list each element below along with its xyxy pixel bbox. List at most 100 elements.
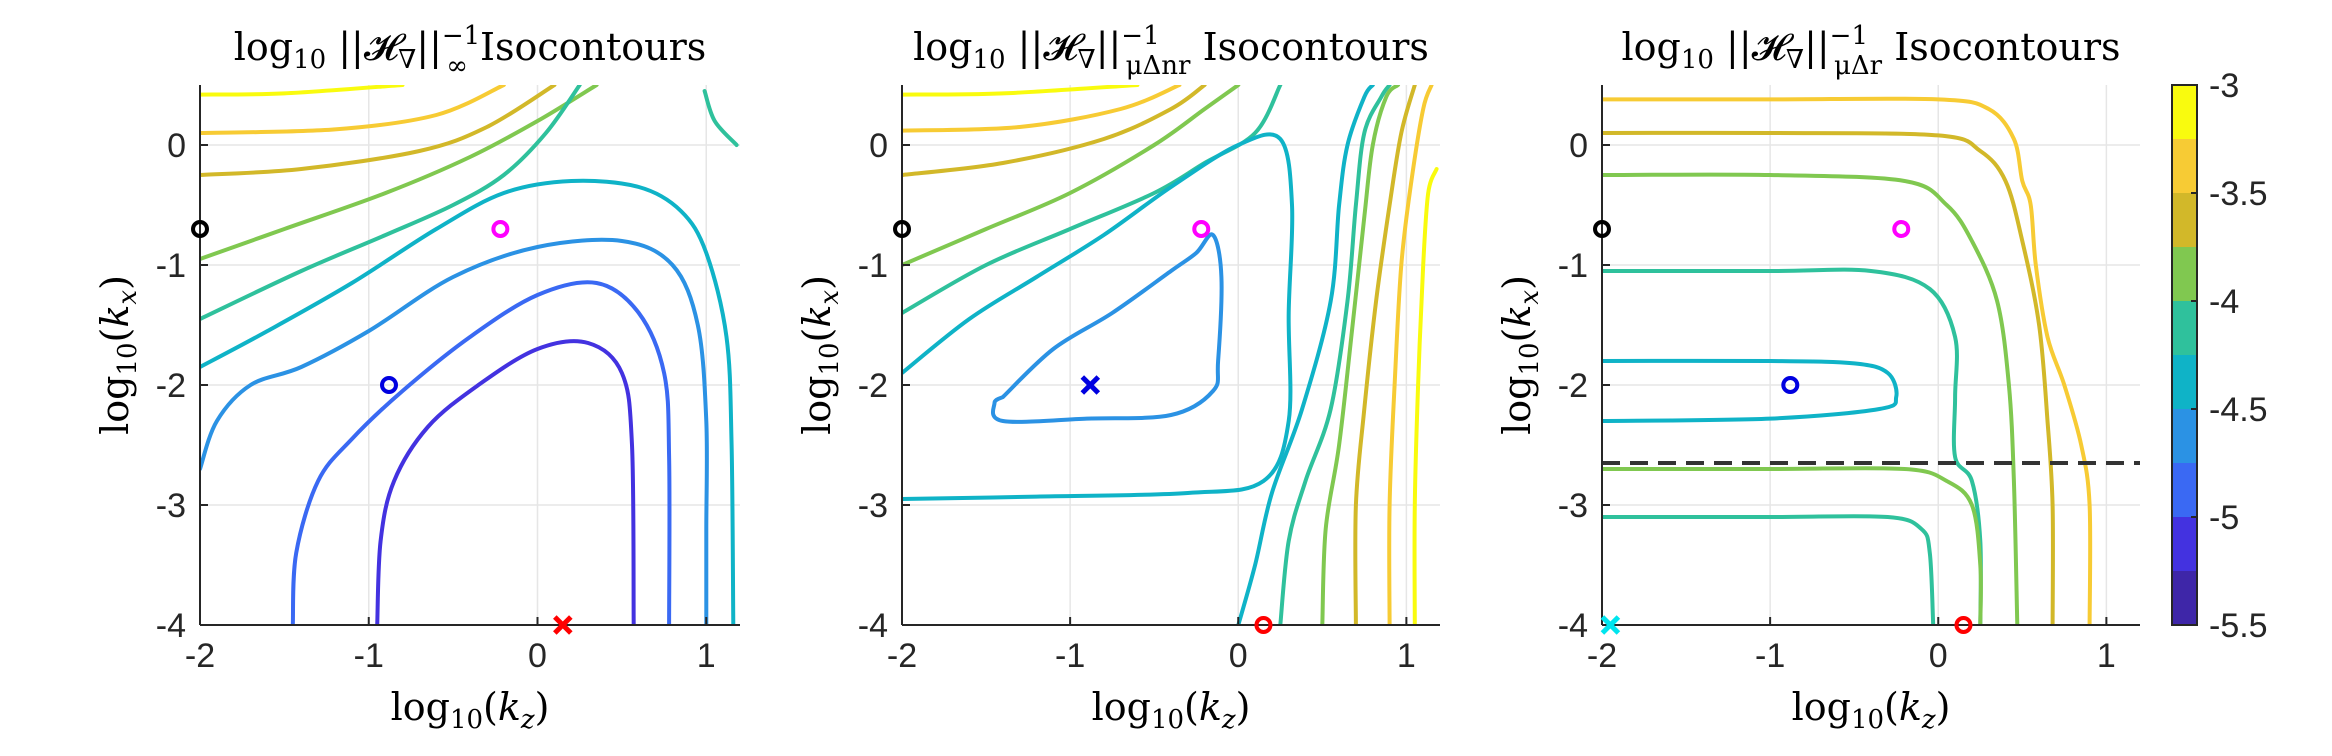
colorbar-band-7 bbox=[2172, 463, 2197, 517]
contour-line-0 bbox=[902, 85, 1140, 97]
marker-circle-1 bbox=[491, 220, 510, 238]
panel-title: log10 ||𝓗∇||−1 ∞ Isocontours bbox=[234, 21, 707, 81]
contour-line-6 bbox=[990, 232, 1224, 424]
marker-cross-4 bbox=[1600, 615, 1621, 635]
marker-cross-2 bbox=[1080, 375, 1101, 395]
contour-line-3 bbox=[1602, 267, 1983, 625]
colorbar-tick-label-5: -5.5 bbox=[2209, 607, 2268, 645]
contour-line-4 bbox=[902, 85, 1283, 315]
y-tick-label-2: -2 bbox=[858, 367, 888, 405]
contour-line-4 bbox=[1602, 358, 1899, 423]
y-tick-label-1: -1 bbox=[1558, 247, 1588, 285]
contour-line-3 bbox=[200, 85, 599, 261]
x-axis-label: log10(kz) bbox=[391, 685, 550, 735]
contour-line-1 bbox=[902, 85, 1182, 133]
y-tick-label-0: 0 bbox=[869, 127, 888, 165]
x-tick-label-0: -2 bbox=[1587, 637, 1617, 675]
colorbar-frame bbox=[2171, 84, 2198, 626]
contour-line-6 bbox=[200, 178, 736, 625]
panel-title: log10 ||𝓗∇||−1 μΔnr Isocontours bbox=[913, 21, 1429, 81]
marker-circle-0 bbox=[893, 220, 911, 238]
colorbar-band-0 bbox=[2172, 85, 2197, 139]
contour-line-0 bbox=[1602, 96, 2093, 625]
contour-line-5 bbox=[1602, 514, 1936, 625]
marker-circle-0 bbox=[1593, 220, 1611, 238]
panel-3: -2 -1 0 1 0 -1 -2 -3 -4 log10 ||𝓗∇||−1 μΔr Isocont… bbox=[1495, 21, 2140, 735]
y-axis-label: log10(kx) bbox=[795, 275, 845, 435]
y-tick-label-4: -4 bbox=[858, 607, 888, 645]
marker-circle-0 bbox=[191, 220, 209, 238]
contour-line-10 bbox=[1353, 85, 1417, 625]
y-tick-label-4: -4 bbox=[156, 607, 186, 645]
colorbar-band-5 bbox=[2172, 355, 2197, 409]
x-tick-label-1: -1 bbox=[1055, 637, 1085, 675]
contour-line-2 bbox=[902, 85, 1207, 177]
colorbar-tick-label-1: -3.5 bbox=[2209, 175, 2268, 213]
colorbar-band-1 bbox=[2172, 139, 2197, 193]
contour-line-1 bbox=[200, 85, 506, 135]
x-tick-label-2: 0 bbox=[1929, 637, 1948, 675]
contour-line-2 bbox=[1602, 172, 2020, 625]
x-tick-label-0: -2 bbox=[185, 637, 215, 675]
y-tick-label-1: -1 bbox=[858, 247, 888, 285]
y-tick-label-2: -2 bbox=[1558, 367, 1588, 405]
marker-circle-1 bbox=[1892, 220, 1911, 238]
marker-circle-3 bbox=[1254, 616, 1273, 634]
contour-line-9 bbox=[375, 339, 636, 625]
colorbar-band-8 bbox=[2172, 517, 2197, 571]
colorbar: -3 -3.5 -4 -4.5 -5 -5.5 bbox=[2171, 67, 2268, 645]
colorbar-tick-label-0: -3 bbox=[2209, 67, 2239, 105]
x-tick-label-1: -1 bbox=[1755, 637, 1785, 675]
marker-circle-2 bbox=[380, 376, 398, 394]
colorbar-band-3 bbox=[2172, 247, 2197, 301]
colorbar-band-9 bbox=[2172, 571, 2197, 625]
panel-2: -2 -1 0 1 0 -1 -2 -3 -4 log10 ||𝓗∇||−1 μΔnr Isocon… bbox=[795, 21, 1440, 735]
contour-line-2 bbox=[200, 85, 557, 177]
y-tick-label-3: -3 bbox=[1558, 487, 1588, 525]
panel-1: -2 -1 0 1 0 -1 -2 -3 -4 log10 ||𝓗∇||−1 ∞ Isocontou… bbox=[93, 21, 740, 735]
y-axis-label: log10(kx) bbox=[93, 275, 143, 435]
contour-line-8 bbox=[290, 280, 672, 625]
contour-line-6 bbox=[1602, 466, 1983, 625]
y-tick-label-3: -3 bbox=[156, 487, 186, 525]
contour-line-3 bbox=[902, 85, 1241, 267]
contour-line-5 bbox=[902, 132, 1295, 501]
y-axis-label: log10(kx) bbox=[1495, 275, 1545, 435]
colorbar-band-6 bbox=[2172, 409, 2197, 463]
contour-line-11 bbox=[1387, 85, 1434, 625]
contour-line-8 bbox=[1278, 85, 1392, 625]
contour-line-4 bbox=[200, 85, 582, 321]
marker-cross-3 bbox=[553, 615, 573, 635]
x-tick-label-2: 0 bbox=[528, 637, 547, 675]
x-tick-label-3: 1 bbox=[2097, 637, 2116, 675]
contour-line-7 bbox=[1236, 85, 1375, 625]
x-tick-label-0: -2 bbox=[887, 637, 917, 675]
y-tick-label-1: -1 bbox=[156, 247, 186, 285]
contour-group bbox=[1602, 96, 2093, 625]
contour-group bbox=[902, 85, 1439, 625]
colorbar-tick-label-2: -4 bbox=[2209, 283, 2239, 321]
y-tick-label-2: -2 bbox=[156, 367, 186, 405]
marker-circle-3 bbox=[1954, 616, 1973, 634]
y-tick-label-4: -4 bbox=[1558, 607, 1588, 645]
marker-circle-2 bbox=[1781, 376, 1800, 394]
x-tick-label-1: -1 bbox=[354, 637, 384, 675]
contour-group bbox=[200, 85, 739, 625]
y-tick-label-0: 0 bbox=[1569, 127, 1588, 165]
panel-title: log10 ||𝓗∇||−1 μΔr Isocontours bbox=[1621, 21, 2120, 81]
contour-line-1 bbox=[1602, 130, 2055, 625]
marker-circle-1 bbox=[1192, 220, 1211, 238]
contour-line-0 bbox=[200, 85, 405, 97]
y-tick-label-3: -3 bbox=[858, 487, 888, 525]
y-tick-label-0: 0 bbox=[167, 127, 186, 165]
contour-line-12 bbox=[1412, 167, 1439, 625]
contour-line-5 bbox=[702, 89, 739, 147]
x-tick-label-3: 1 bbox=[1397, 637, 1416, 675]
x-axis-label: log10(kz) bbox=[1092, 685, 1251, 735]
x-axis-label: log10(kz) bbox=[1792, 685, 1951, 735]
colorbar-band-2 bbox=[2172, 193, 2197, 247]
contour-line-7 bbox=[200, 237, 709, 625]
x-tick-label-2: 0 bbox=[1229, 637, 1248, 675]
x-tick-label-3: 1 bbox=[697, 637, 716, 675]
